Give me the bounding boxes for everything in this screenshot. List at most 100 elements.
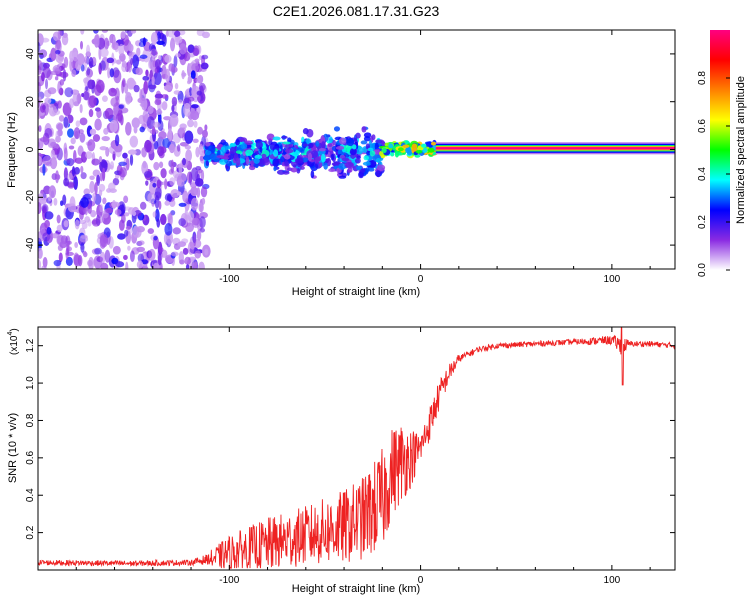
y-tick-label: -40 [25,237,36,252]
heatmap-cell [99,204,104,213]
heatmap-cell [38,125,42,133]
heatmap-cell [54,39,62,54]
heatmap-cell [161,101,168,111]
heatmap-cell [111,42,119,51]
heatmap-cell [164,223,173,236]
heatmap-cell [152,262,160,269]
y-tick-label: 20 [25,96,36,108]
heatmap-cell [96,174,101,186]
heatmap-cell [274,159,280,164]
heatmap-cell [102,197,107,205]
heatmap-cell [170,188,180,198]
heatmap-cell [187,96,195,102]
heatmap-cell [118,219,125,231]
heatmap-cell [362,161,372,166]
heatmap-cell [101,95,108,102]
heatmap-cell [129,154,134,166]
heatmap-cell [70,137,76,145]
heatmap-cell [384,142,390,147]
heatmap-cell [281,135,288,139]
heatmap-cell [363,155,369,161]
heatmap-cell [422,147,428,153]
snr-x-ticks: -100 0 100 [75,327,651,586]
heatmap-cell [245,156,250,166]
heatmap-cell [167,212,173,227]
heatmap-cell [301,136,305,143]
colorbar-tick-label: 0.0 [697,263,708,277]
heatmap-cell [170,251,179,257]
heatmap-cell [193,120,198,128]
heatmap-cell [42,232,51,242]
heatmap-cell [358,171,364,179]
heatmap-cell [118,104,125,109]
heatmap-cell [50,141,57,147]
heatmap-cell [369,149,376,157]
y-tick-label: -20 [25,190,36,205]
heatmap-cell [96,108,102,119]
heatmap-cell [57,123,63,131]
heatmap-cell [57,100,62,109]
heatmap-cell [220,146,226,151]
heatmap-cell [328,136,333,144]
heatmap-cell [284,160,289,166]
heatmap-cell [172,227,181,235]
heatmap-cell [323,162,328,170]
heatmap-cell [51,173,58,181]
heatmap-cell [331,162,341,167]
heatmap-cell [290,167,298,173]
heatmap-cell [156,179,162,189]
heatmap-cell [147,192,156,204]
spectrogram-heatmap [38,30,675,269]
heatmap-cell [120,31,126,39]
chart-title: C2E1.2026.081.17.31.G23 [273,3,440,19]
heatmap-cell [99,60,106,71]
heatmap-cell [132,54,140,69]
heatmap-cell [177,241,187,247]
heatmap-cell [156,218,161,228]
heatmap-cell [63,147,68,161]
heatmap-cell [182,190,189,203]
heatmap-cell [302,143,310,147]
heatmap-cell [152,182,157,188]
heatmap-cell [168,143,175,154]
heatmap-cell [53,259,62,267]
heatmap-cell [80,165,84,174]
heatmap-cell [370,159,377,168]
heatmap-cell [128,43,134,53]
heatmap-cell [109,120,119,133]
heatmap-cell [187,75,193,84]
heatmap-cell [415,149,423,154]
heatmap-cell [87,139,96,152]
heatmap-cell [100,160,108,168]
heatmap-cell [130,57,134,66]
heatmap-cell [56,224,63,233]
heatmap-cell [311,150,319,158]
heatmap-cell [150,48,158,59]
heatmap-cell [86,44,91,58]
heatmap-cell [99,146,108,151]
heatmap-cell [375,170,382,178]
snr-series-line [38,327,675,570]
heatmap-cell [163,116,172,121]
heatmap-cell [72,51,78,62]
y-tick-label: 1.2 [25,338,36,352]
heatmap-cell [108,182,116,191]
heatmap-cell [183,102,192,117]
heatmap-cell [153,71,162,86]
heatmap-cell [74,167,80,175]
heatmap-cell [402,144,410,148]
svg-text:(x104): (x104) [7,328,20,355]
heatmap-cell [65,247,69,260]
heatmap-cell [169,37,176,52]
heatmap-cell [284,148,294,154]
heatmap-cell [139,54,148,59]
heatmap-cell [124,229,129,237]
heatmap-cell [181,127,186,132]
y-tick-label: 1.0 [25,376,36,390]
heatmap-cell [115,113,123,122]
heatmap-cell [138,41,146,48]
heatmap-cell [119,167,127,178]
heatmap-cell [72,93,79,106]
heatmap-cell [430,141,437,146]
heatmap-cell [48,185,57,199]
